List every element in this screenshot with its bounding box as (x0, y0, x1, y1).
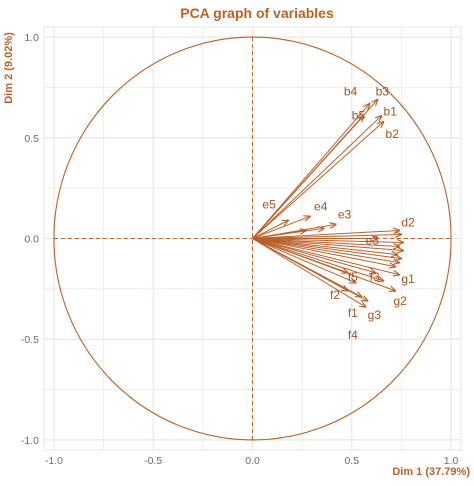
variable-arrow (252, 238, 356, 283)
variable-label-e5: e5 (262, 197, 276, 211)
variable-arrow-b4 (252, 104, 370, 239)
variable-arrow (252, 238, 402, 259)
x-tick-label: -1.0 (45, 455, 63, 467)
variable-arrow-d2 (252, 230, 400, 239)
y-tick-label: 1.0 (24, 32, 39, 44)
variable-label-g3: g3 (368, 308, 382, 322)
variable-label-b2: b2 (386, 127, 400, 141)
variable-arrow (252, 238, 404, 251)
variable-label-d2: d2 (401, 215, 415, 229)
variable-arrow-b5 (252, 116, 364, 239)
variable-label-f4: f4 (348, 328, 358, 342)
variable-arrow (252, 234, 402, 239)
variable-arrow-g3 (252, 238, 368, 301)
variable-label-b4: b4 (344, 84, 358, 98)
chart-title: PCA graph of variables (180, 5, 334, 21)
variable-arrow (252, 238, 398, 255)
variable-arrow (252, 238, 384, 281)
x-tick-label: 0.5 (344, 455, 359, 467)
variable-label-e4: e4 (314, 199, 328, 213)
variable-label-b5: b5 (352, 109, 366, 123)
variable-arrow-b1 (252, 116, 382, 239)
variable-arrow (252, 238, 400, 247)
variable-label-f3: f3 (370, 270, 380, 284)
x-tick-label: 0.0 (245, 455, 260, 467)
variable-label-b3: b3 (376, 84, 390, 98)
variable-label-f2: f2 (330, 288, 340, 302)
x-tick-label: 1.0 (444, 455, 459, 467)
variable-arrow (252, 238, 400, 263)
x-axis-label: Dim 1 (37.79%) (392, 466, 470, 478)
variable-label-b1: b1 (384, 105, 398, 119)
variable-arrow-e3 (252, 224, 336, 239)
y-axis-label: Dim 2 (9.02%) (3, 32, 15, 104)
variable-arrow-b2 (252, 122, 384, 239)
tick-labels: -1.0 -0.5 0.0 0.5 1.0 -1.0 -0.5 0.0 0.5 1.0 (21, 32, 459, 467)
variable-label-g2: g2 (393, 294, 407, 308)
variable-arrow (252, 238, 404, 243)
variable-arrows (252, 100, 404, 307)
variable-arrow (252, 238, 396, 267)
variable-label-f1: f1 (348, 306, 358, 320)
variable-label-e3: e3 (366, 234, 380, 248)
y-tick-label: 0.5 (24, 133, 39, 145)
variable-arrow-g2 (252, 238, 396, 291)
variable-arrow-f3 (252, 238, 376, 273)
y-tick-label: -0.5 (21, 334, 39, 346)
variable-label-f5: f5 (348, 270, 358, 284)
variable-labels: b4 b3 b5 b1 b2 e5 e4 e3 d2 e3 f5 f3 g1 f2 g2 f1 g3 f4 (262, 84, 415, 342)
x-tick-label: -0.5 (144, 455, 162, 467)
y-tick-label: -1.0 (21, 435, 39, 447)
variable-arrow-e4 (252, 216, 311, 239)
variable-label-g1: g1 (401, 272, 415, 286)
variable-arrow-g1 (252, 238, 400, 275)
variable-arrow-f4 (252, 238, 366, 307)
y-tick-label: 0.0 (24, 234, 39, 246)
variable-label-e3: e3 (338, 207, 352, 221)
variable-arrow-e5 (252, 220, 289, 239)
